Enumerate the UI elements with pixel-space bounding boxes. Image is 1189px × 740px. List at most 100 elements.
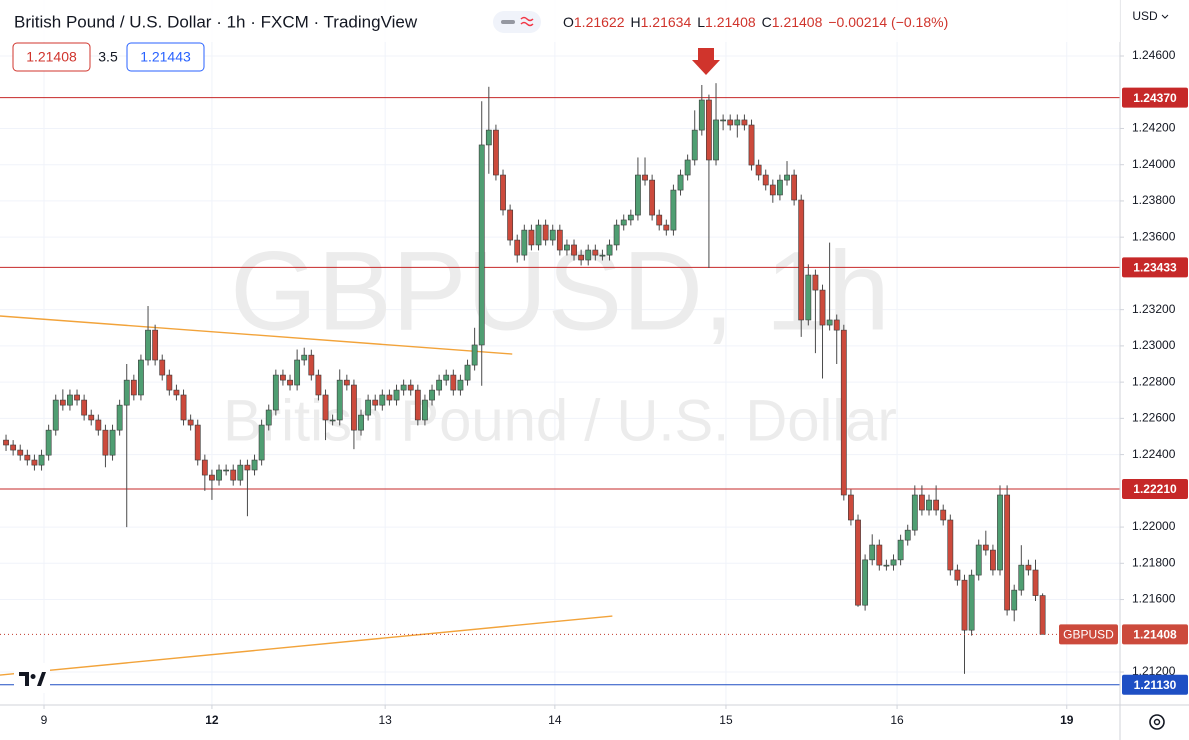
- y-tick-label: 1.21600: [1132, 592, 1176, 606]
- candle-body: [1032, 569, 1039, 596]
- y-tick-label: 1.21800: [1132, 555, 1176, 569]
- candle-body: [620, 219, 627, 226]
- ohlc-value: 1.21622: [574, 14, 625, 30]
- candle-body: [116, 404, 123, 431]
- candle-body: [138, 359, 144, 396]
- candle-body: [585, 249, 592, 261]
- candle-body: [130, 379, 137, 396]
- candle-body: [741, 119, 748, 126]
- candle-body: [507, 209, 514, 241]
- candle-body: [599, 254, 606, 257]
- ask-box[interactable]: [126, 42, 205, 72]
- candle-body: [642, 174, 648, 181]
- candle-body: [982, 544, 989, 551]
- tv-logo: [14, 663, 50, 693]
- candle-body: [684, 159, 691, 176]
- candle-body: [123, 379, 130, 406]
- candle-body: [904, 529, 911, 541]
- candle-body: [422, 399, 428, 421]
- y-tick-label: 1.22000: [1132, 519, 1176, 533]
- ohlc-value: 1.21408: [705, 14, 756, 30]
- level-label: 1.22210: [1133, 482, 1177, 496]
- candle-body: [677, 174, 684, 191]
- candle-body: [990, 549, 996, 571]
- candle-body: [698, 99, 705, 131]
- candle-body: [869, 544, 876, 561]
- ohlc-key: L: [697, 14, 705, 30]
- candle-body: [727, 119, 734, 126]
- candle-body: [819, 289, 826, 326]
- candle-body: [343, 379, 350, 386]
- level-label: 1.24370: [1133, 91, 1177, 105]
- candle-body: [294, 359, 301, 386]
- candle-body: [187, 419, 194, 426]
- candle-body: [663, 224, 670, 231]
- spread: 3.5: [98, 49, 118, 65]
- candle-body: [3, 439, 9, 446]
- plot: [0, 83, 1120, 686]
- last-price-label: 1.21408: [1133, 628, 1177, 642]
- candle-body: [17, 449, 24, 456]
- candle-body: [237, 464, 244, 481]
- candle-body: [471, 344, 478, 366]
- candle-body: [798, 199, 805, 321]
- bid-box[interactable]: [12, 42, 91, 72]
- x-tick-label: 16: [890, 713, 904, 727]
- candle-body: [109, 429, 116, 456]
- candle-body: [947, 519, 954, 571]
- candle-body: [919, 494, 925, 511]
- y-tick-label: 1.24200: [1132, 121, 1176, 135]
- candle-body: [52, 399, 59, 431]
- candle-body: [216, 469, 222, 481]
- candle-body: [720, 119, 727, 122]
- currency[interactable]: USD: [1132, 9, 1158, 23]
- candle-body: [670, 189, 677, 231]
- candle-body: [244, 464, 251, 471]
- candle-body: [258, 424, 265, 461]
- header-title: British Pound / U.S. Dollar · 1h · FXCM …: [14, 12, 418, 31]
- candle-body: [201, 459, 208, 476]
- indicator-pill[interactable]: [493, 11, 541, 33]
- candle-body: [173, 389, 180, 396]
- candle-body: [180, 394, 187, 421]
- trend-line: [0, 315, 513, 355]
- y-tick-label: 1.23800: [1132, 193, 1176, 207]
- logo-mark: [19, 672, 46, 686]
- candle-body: [791, 174, 798, 201]
- candle-body: [855, 519, 861, 606]
- candle-body: [336, 379, 343, 421]
- y-tick-label: 1.23600: [1132, 229, 1176, 243]
- candle-body: [81, 399, 88, 416]
- candle-body: [627, 214, 634, 221]
- candle-body: [876, 544, 883, 566]
- pill-icon: [520, 16, 534, 27]
- candle-body: [713, 119, 719, 161]
- candle-body: [400, 384, 407, 391]
- ask: 1.21443: [140, 49, 191, 65]
- candle-body: [464, 364, 471, 381]
- candle-body: [301, 354, 308, 361]
- candle-body: [635, 174, 641, 216]
- candle-body: [493, 129, 499, 176]
- candle-body: [372, 399, 379, 406]
- candle-body: [322, 394, 329, 421]
- candle-body: [393, 389, 400, 401]
- candle-body: [862, 559, 869, 606]
- ohlc-key: C: [762, 14, 772, 30]
- candle-body: [24, 454, 31, 461]
- pill-icon: [501, 20, 515, 24]
- candle-body: [812, 274, 819, 291]
- candle-body: [209, 474, 215, 481]
- settings-icon[interactable]: [1149, 714, 1165, 730]
- candle-body: [897, 539, 904, 561]
- candle-body: [940, 509, 947, 521]
- x-tick-label: 9: [41, 713, 48, 727]
- candle-body: [535, 224, 542, 246]
- candle-body: [975, 544, 982, 576]
- candle-body: [67, 394, 73, 406]
- arrow-annotation: [692, 48, 720, 75]
- candle-body: [358, 414, 364, 431]
- candle-body: [542, 224, 549, 241]
- level-tag: [1122, 87, 1188, 108]
